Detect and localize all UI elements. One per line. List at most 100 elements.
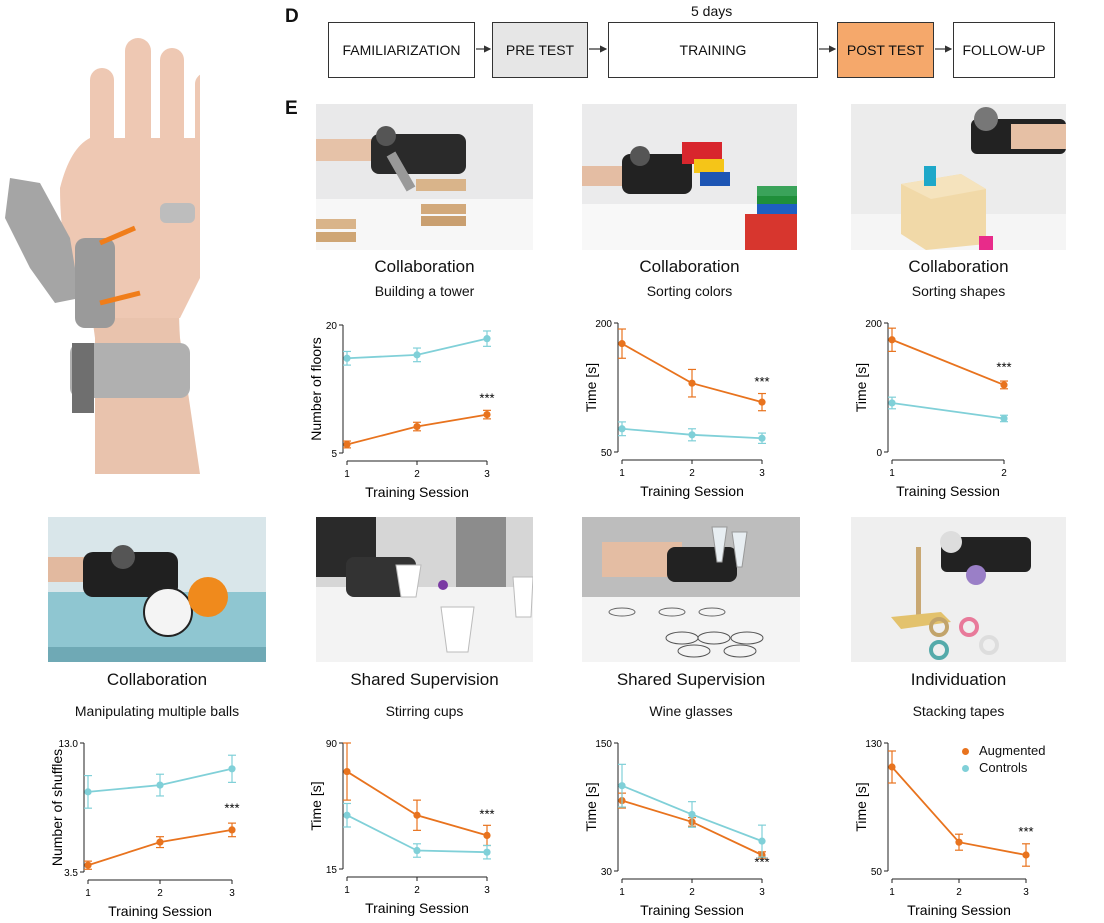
data-point-augmented (156, 838, 164, 846)
y-axis-label: Number of shuffles (49, 749, 65, 866)
data-point-controls (758, 837, 766, 845)
chart-7: 130 50 1 2 3 Training Session Time [s] *** (853, 739, 1034, 918)
data-point-augmented (413, 422, 421, 431)
y-axis-label: Time [s] (308, 781, 324, 830)
wine-glasses-task-photo (582, 517, 800, 662)
significance-annotation: *** (996, 359, 1011, 374)
x-axis-label: Training Session (907, 902, 1011, 918)
flow-arrows (476, 45, 953, 53)
data-point-controls (483, 335, 491, 343)
task-3-category: Collaboration (908, 257, 1009, 276)
x-tick-label: 1 (889, 887, 895, 898)
x-tick-label: 3 (759, 887, 765, 898)
y-tick-label-top: 130 (865, 739, 882, 750)
legend: Augmented Controls (962, 742, 1046, 776)
chart-5: 90 15 1 2 3 Training Session Time [s] *** (308, 739, 495, 916)
x-axis-label: Training Session (365, 484, 469, 500)
data-point-controls (84, 788, 92, 796)
data-point-controls (413, 846, 421, 855)
x-tick-label: 3 (484, 885, 490, 896)
chart-1: 20 51 2 3 Training Session Number of floors **… (308, 321, 495, 500)
data-point-augmented (888, 763, 896, 771)
data-point-controls (228, 765, 236, 773)
duration-label: 5 days (691, 3, 733, 19)
task-5-name: Stirring cups (385, 703, 464, 719)
x-tick-label: 2 (956, 887, 962, 898)
x-tick-label: 3 (229, 888, 235, 899)
x-axis-label: Training Session (108, 903, 212, 919)
hand-with-extra-thumb-photo (0, 38, 200, 474)
y-tick-label-top: 200 (865, 319, 882, 330)
data-point-controls (483, 848, 491, 856)
y-tick-label-top: 20 (326, 321, 338, 332)
panel-d-label: D (285, 6, 299, 27)
y-tick-label-top: 150 (595, 739, 612, 750)
x-tick-label: 1 (619, 887, 625, 898)
y-tick-label-top: 200 (595, 319, 612, 330)
x-tick-label: 1 (619, 468, 625, 479)
y-tick-label-top: 13.0 (59, 739, 79, 750)
data-point-augmented (1022, 851, 1030, 859)
task-2-name: Sorting colors (646, 283, 733, 299)
y-tick-label-bottom: 5 (331, 449, 337, 460)
data-point-augmented (483, 411, 491, 419)
y-tick-label-top: 90 (326, 739, 338, 750)
balls-task-photo (48, 517, 266, 662)
significance-annotation: *** (754, 374, 769, 389)
data-point-controls (156, 781, 164, 789)
significance-annotation: *** (479, 807, 494, 822)
cups-task-photo (316, 517, 533, 662)
x-tick-label: 3 (1023, 887, 1029, 898)
x-tick-label: 3 (484, 469, 490, 480)
data-point-augmented (888, 336, 896, 344)
data-point-augmented (343, 767, 351, 776)
task-4-name: Manipulating multiple balls (74, 703, 240, 719)
x-axis-label: Training Session (640, 902, 744, 918)
chart-6: 150 30 1 2 3 Training Session Time [s] *** (583, 739, 770, 918)
step-familiarization: FAMILIARIZATION (328, 22, 475, 78)
data-point-augmented (688, 379, 696, 387)
chart-4: 13.0 3.5 1 2 3 Training Session Number of shuf… (49, 739, 240, 919)
data-point-augmented (955, 838, 963, 846)
data-point-controls (888, 399, 896, 407)
significance-annotation: *** (479, 391, 494, 406)
y-tick-label-bottom: 50 (871, 867, 883, 878)
data-point-augmented (228, 826, 236, 834)
x-axis-label: Training Session (896, 483, 1000, 499)
task-5-category: Shared Supervision (350, 670, 499, 689)
x-tick-label: 1 (344, 885, 350, 896)
data-point-controls (618, 425, 626, 433)
y-tick-label-bottom: 30 (601, 867, 613, 878)
x-tick-label: 2 (157, 888, 163, 899)
step-pre-test: PRE TEST (492, 22, 588, 78)
data-point-augmented (413, 811, 421, 819)
x-tick-label: 3 (759, 468, 765, 479)
step-post-test: POST TEST (837, 22, 934, 78)
y-tick-label-bottom: 50 (601, 448, 613, 459)
data-point-augmented (343, 440, 351, 449)
x-tick-label: 2 (689, 887, 695, 898)
x-tick-label: 1 (85, 888, 91, 899)
task-1-category: Collaboration (374, 257, 475, 276)
colors-task-photo (582, 104, 797, 250)
data-point-controls (1000, 414, 1008, 423)
y-axis-label: Time [s] (853, 782, 869, 831)
task-2-category: Collaboration (639, 257, 740, 276)
task-6-name: Wine glasses (649, 703, 733, 719)
data-point-controls (688, 810, 696, 819)
data-point-augmented (84, 861, 92, 869)
panel-e-label: E (285, 98, 298, 119)
data-point-controls (618, 782, 626, 790)
step-training: TRAINING (608, 22, 818, 78)
y-tick-label-bottom: 3.5 (64, 868, 78, 879)
y-axis-label: Time [s] (853, 363, 869, 412)
task-7-name: Stacking tapes (912, 703, 1005, 719)
data-point-controls (413, 351, 421, 359)
legend-item-augmented: Augmented (962, 742, 1046, 759)
task-6-category: Shared Supervision (616, 670, 766, 689)
task-1-name: Building a tower (374, 283, 475, 299)
data-point-controls (343, 811, 351, 819)
tapes-task-photo (851, 517, 1066, 662)
significance-annotation: *** (224, 800, 239, 815)
significance-annotation: *** (754, 855, 769, 870)
